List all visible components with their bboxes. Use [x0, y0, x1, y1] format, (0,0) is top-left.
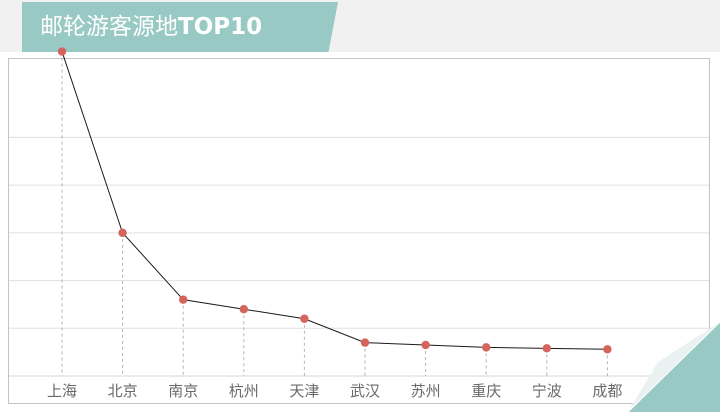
- x-tick-label-9: 宁波: [532, 382, 562, 400]
- page-title: 邮轮游客源地TOP10: [40, 13, 262, 41]
- series-line-layer: [61, 51, 608, 350]
- x-tick-label-2: 北京: [108, 382, 138, 400]
- data-point-10: [603, 345, 612, 354]
- x-tick-label-4: 杭州: [229, 382, 259, 400]
- title-latin: TOP10: [178, 14, 263, 40]
- data-point-7: [421, 340, 430, 350]
- x-tick-label-8: 重庆: [471, 382, 501, 400]
- title-tab: [22, 2, 338, 52]
- x-tick-label-5: 天津: [289, 382, 319, 400]
- title-chinese: 邮轮游客源地: [40, 14, 178, 40]
- data-point-8: [482, 343, 491, 352]
- x-tick-label-1: 上海: [47, 382, 77, 400]
- data-point-layer: [57, 47, 612, 354]
- data-point-3: [179, 295, 188, 304]
- x-tick-label-3: 南京: [168, 382, 198, 400]
- dropline-layer: [61, 51, 608, 376]
- x-tick-label-6: 武汉: [350, 382, 380, 400]
- series-line: [61, 51, 608, 350]
- x-tick-label-7: 苏州: [411, 382, 441, 400]
- data-point-6: [360, 338, 370, 347]
- grid-layer: [9, 136, 709, 377]
- data-point-2: [118, 228, 127, 238]
- x-tick-label-10: 成都: [592, 382, 622, 400]
- data-point-1: [57, 47, 67, 56]
- data-point-5: [300, 314, 309, 323]
- x-tick-label-layer: 上海 北京 南京 杭州 天津 武汉 苏州 重庆 宁波 成都: [47, 382, 622, 400]
- corner-fold-decoration: [628, 322, 720, 412]
- data-point-9: [542, 344, 551, 353]
- data-point-4: [239, 305, 248, 314]
